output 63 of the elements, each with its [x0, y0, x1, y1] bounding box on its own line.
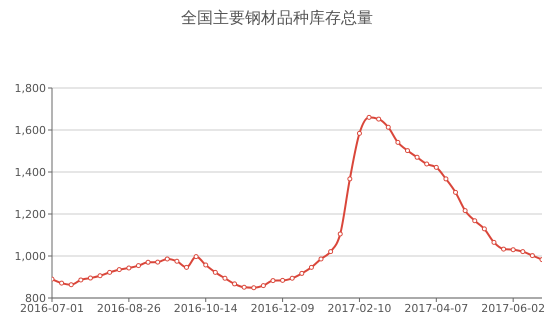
point — [280, 278, 286, 283]
x-tick-label: 2017-06-02 — [481, 302, 546, 315]
point — [318, 256, 324, 262]
point — [443, 176, 448, 182]
x-tick-label: 2016-08-26 — [96, 302, 161, 315]
point — [155, 260, 160, 265]
point — [59, 280, 64, 286]
point — [251, 285, 256, 290]
point — [395, 140, 400, 145]
point — [203, 262, 208, 268]
point — [88, 276, 93, 281]
point — [107, 270, 112, 275]
point — [491, 240, 496, 245]
point — [366, 114, 372, 120]
point — [146, 260, 151, 265]
point — [453, 190, 458, 195]
point — [347, 176, 352, 182]
point — [270, 278, 276, 284]
x-tick-label: 2017-04-07 — [404, 302, 468, 315]
point — [232, 281, 238, 286]
point — [520, 249, 526, 254]
y-tick-label: 1,200 — [14, 208, 46, 221]
point — [299, 270, 304, 276]
point — [222, 276, 228, 281]
y-tick-label: 1,600 — [14, 124, 46, 137]
point — [116, 267, 122, 272]
chart-title: 全国主要钢材品种库存总量 — [180, 8, 374, 29]
point — [260, 283, 266, 288]
y-tick-label: 1,800 — [14, 82, 46, 95]
point — [68, 282, 74, 288]
point — [126, 265, 132, 270]
point — [174, 258, 180, 264]
point — [414, 154, 420, 160]
point — [482, 226, 487, 232]
point — [98, 273, 103, 278]
point — [356, 130, 362, 136]
x-tick-label: 2016-10-14 — [174, 302, 238, 315]
point — [212, 270, 218, 275]
point — [424, 162, 430, 167]
point — [376, 116, 382, 122]
point — [530, 253, 535, 258]
point — [242, 284, 247, 290]
point — [328, 249, 334, 254]
point — [386, 124, 391, 130]
point — [338, 231, 343, 236]
x-tick-label: 2017-02-10 — [327, 302, 392, 315]
point — [462, 208, 468, 214]
point — [78, 277, 84, 282]
y-tick-label: 1,400 — [14, 166, 46, 179]
point — [472, 218, 478, 224]
point — [184, 264, 190, 270]
point — [308, 264, 314, 270]
line-series — [52, 114, 542, 290]
y-tick-label: 1,000 — [14, 250, 46, 263]
point — [501, 246, 506, 252]
point — [136, 263, 141, 268]
point — [290, 276, 295, 281]
point — [510, 247, 516, 252]
point — [164, 256, 170, 262]
x-tick-label: 2016-12-09 — [250, 302, 315, 315]
point — [434, 164, 439, 170]
point — [194, 254, 199, 260]
point — [404, 148, 410, 154]
